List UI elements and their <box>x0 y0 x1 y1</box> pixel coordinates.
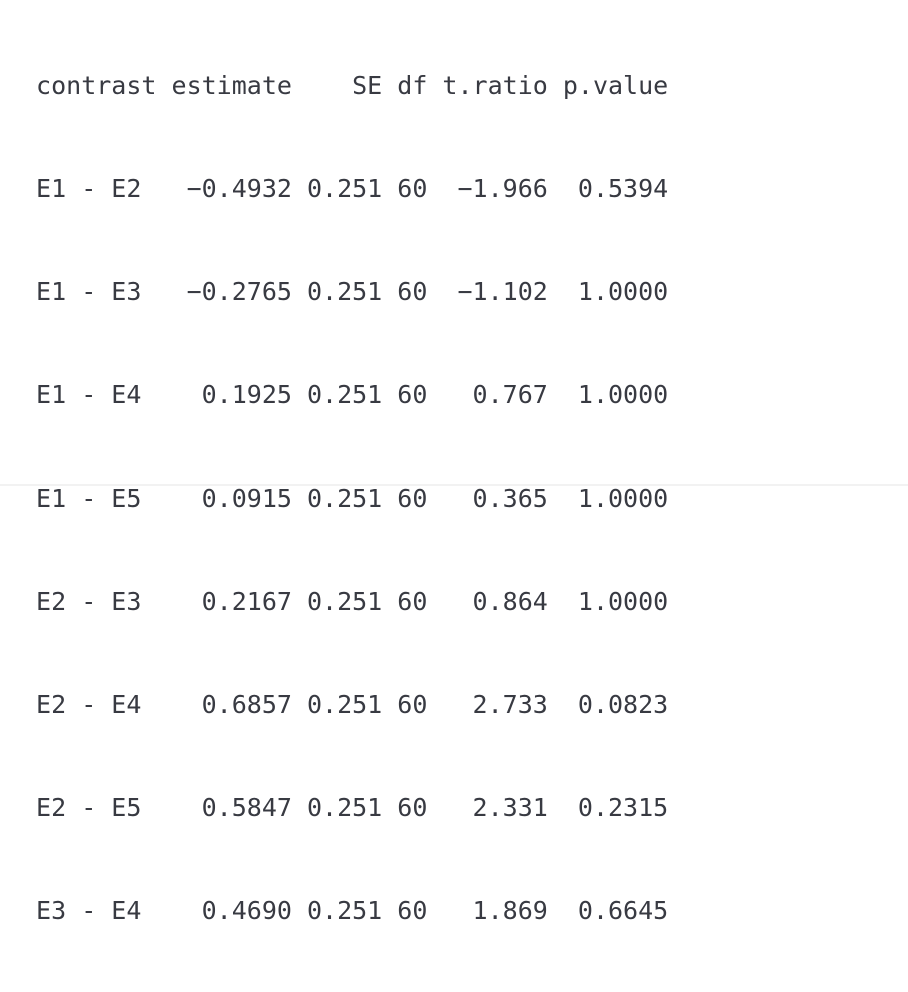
table-row: E2 - E4 0.6857 0.251 60 2.733 0.0823 <box>21 690 669 720</box>
table-header: contrast estimate SE df t.ratio p.value <box>21 70 669 100</box>
table-row: E3 - E4 0.4690 0.251 60 1.869 0.6645 <box>21 896 669 926</box>
table-row: E1 - E3 −0.2765 0.251 60 −1.102 1.0000 <box>21 277 669 307</box>
table-row: E1 - E4 0.1925 0.251 60 0.767 1.0000 <box>21 380 669 410</box>
table-row: E2 - E5 0.5847 0.251 60 2.331 0.2315 <box>21 793 669 823</box>
table-row: E2 - E3 0.2167 0.251 60 0.864 1.0000 <box>21 586 669 616</box>
bottom-divider <box>0 484 908 486</box>
console-output: contrast estimate SE df t.ratio p.value … <box>21 0 901 926</box>
table-row: E1 - E5 0.0915 0.251 60 0.365 1.0000 <box>21 483 669 513</box>
table-row: E1 - E2 −0.4932 0.251 60 −1.966 0.5394 <box>21 174 669 204</box>
